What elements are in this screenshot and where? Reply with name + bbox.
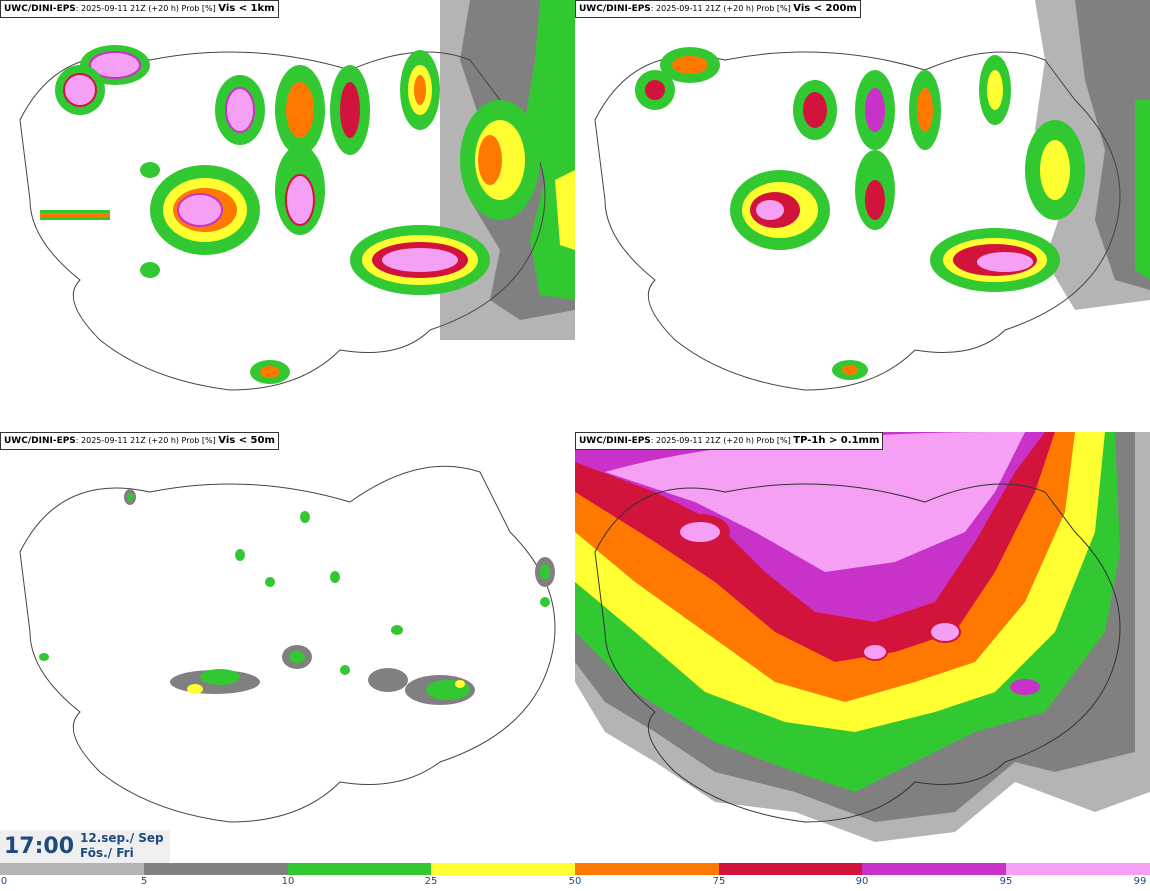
model-name: UWC/DINI-EPS [4,4,76,14]
probability-colorbar [0,863,1150,875]
variable-name: TP-1h > 0.1mm [793,435,880,446]
tick-label: 75 [712,876,726,887]
map-panel-vis-200m: UWC/DINI-EPS: 2025-09-11 21Z (+20 h) Pro… [575,0,1150,430]
model-name: UWC/DINI-EPS [4,436,76,446]
variable-name: Vis < 200m [793,3,857,14]
map-vis-200m [594,0,1150,391]
map-panel-vis-50m: UWC/DINI-EPS: 2025-09-11 21Z (+20 h) Pro… [0,432,575,862]
tick-label: 5 [140,876,148,887]
run-meta: : 2025-09-11 21Z (+20 h) Prob [%] [650,4,794,13]
model-name: UWC/DINI-EPS [579,436,651,446]
colorbar-segment-10-25 [288,863,431,875]
panel-title: UWC/DINI-EPS: 2025-09-11 21Z (+20 h) Pro… [575,432,884,450]
map-tp-1h [575,432,1150,862]
colorbar-segment-75-90 [719,863,862,875]
variable-name: Vis < 50m [218,435,275,446]
map-vis-50m [19,465,556,823]
tick-label: 99 [1133,876,1147,887]
colorbar-segment-90-95 [862,863,1006,875]
colorbar-segment-95-99 [1006,863,1150,875]
colorbar-ticks: 0 5 10 25 50 75 90 95 99 [0,876,1150,890]
tick-label: 95 [999,876,1013,887]
valid-date: 12.sep./ Sep Fös./ Fri [80,831,164,861]
colorbar-segment-50-75 [575,863,719,875]
model-name: UWC/DINI-EPS [579,4,651,14]
panel-title: UWC/DINI-EPS: 2025-09-11 21Z (+20 h) Pro… [0,432,279,450]
run-meta: : 2025-09-11 21Z (+20 h) Prob [%] [75,436,219,445]
date-line-2: Fös./ Fri [80,846,134,860]
tick-label: 90 [855,876,869,887]
tick-label: 50 [568,876,582,887]
map-panel-vis-1km: UWC/DINI-EPS: 2025-09-11 21Z (+20 h) Pro… [0,0,575,430]
panel-title: UWC/DINI-EPS: 2025-09-11 21Z (+20 h) Pro… [0,0,279,18]
tick-label: 0 [0,876,8,887]
tick-label: 10 [281,876,295,887]
variable-name: Vis < 1km [218,3,275,14]
run-meta: : 2025-09-11 21Z (+20 h) Prob [%] [75,4,219,13]
map-vis-1km [19,0,575,391]
panel-title: UWC/DINI-EPS: 2025-09-11 21Z (+20 h) Pro… [575,0,861,18]
colorbar-segment-25-50 [431,863,575,875]
run-meta: : 2025-09-11 21Z (+20 h) Prob [%] [650,436,794,445]
valid-time-box: 17:00 12.sep./ Sep Fös./ Fri [0,830,170,863]
tick-label: 25 [424,876,438,887]
date-line-1: 12.sep./ Sep [80,831,164,845]
colorbar-segment-5-10 [144,863,288,875]
valid-time: 17:00 [4,834,75,859]
map-panel-tp-1h: UWC/DINI-EPS: 2025-09-11 21Z (+20 h) Pro… [575,432,1150,862]
colorbar-segment-0-5 [0,863,144,875]
